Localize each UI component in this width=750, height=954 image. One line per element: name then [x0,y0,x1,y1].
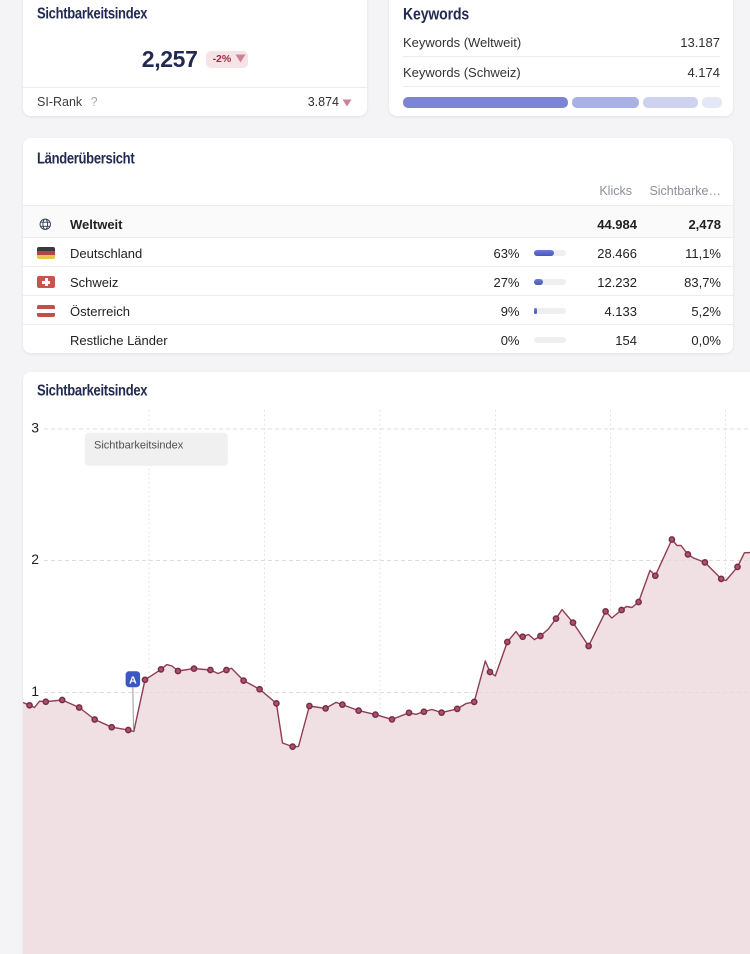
svg-text:1: 1 [31,683,39,699]
svg-text:Sichtbarkeitsindex: Sichtbarkeitsindex [94,440,184,452]
svg-text:2: 2 [31,551,39,567]
svg-text:A: A [129,675,137,687]
svg-text:3: 3 [31,420,39,436]
